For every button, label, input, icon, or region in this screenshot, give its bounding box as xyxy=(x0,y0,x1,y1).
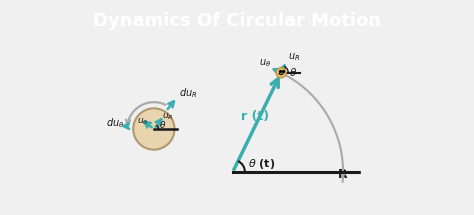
Text: $du_R$: $du_R$ xyxy=(179,86,197,100)
Text: $u_\theta$: $u_\theta$ xyxy=(259,57,271,69)
Text: $\theta$: $\theta$ xyxy=(289,66,297,78)
Text: R: R xyxy=(338,168,348,181)
Text: r (t): r (t) xyxy=(241,109,269,123)
Text: $u_R$: $u_R$ xyxy=(162,111,173,122)
Ellipse shape xyxy=(133,108,174,150)
Text: $\theta$ (t): $\theta$ (t) xyxy=(247,157,275,171)
Text: Dynamics Of Circular Motion: Dynamics Of Circular Motion xyxy=(93,12,381,31)
Text: $du_\theta$: $du_\theta$ xyxy=(106,116,124,130)
Text: $\theta$: $\theta$ xyxy=(159,119,166,130)
Text: $u_\theta$: $u_\theta$ xyxy=(137,116,149,126)
Circle shape xyxy=(276,68,286,78)
Text: $u_R$: $u_R$ xyxy=(288,51,300,63)
